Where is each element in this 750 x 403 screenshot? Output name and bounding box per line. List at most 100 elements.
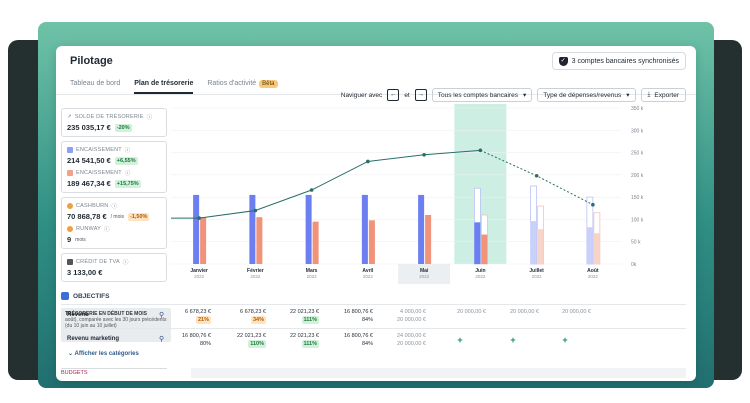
balance-point xyxy=(422,153,426,157)
info-icon: ⓘ xyxy=(124,148,131,154)
x-tick-year: 2022 xyxy=(532,274,543,279)
x-tick-year: 2022 xyxy=(194,274,205,279)
table-cell[interactable]: 16 800,76 € 84% xyxy=(321,308,373,324)
kpi-cash-balance[interactable]: ↗ SOLDE DE TRÉSORERIE ⓘ 235 035,17 € -20% xyxy=(61,108,167,137)
kpi-label: SOLDE DE TRÉSORERIE xyxy=(74,114,144,120)
next-arrow-button[interactable]: → xyxy=(414,89,427,101)
bar-revenue-fill xyxy=(586,227,593,264)
receipt-icon xyxy=(67,170,73,176)
bar-revenue-fill xyxy=(530,221,537,264)
kpi-cashburn-group: CASHBURN ⓘ 70 868,78 € / mois -1,50% RUNWAY… xyxy=(61,197,167,249)
x-tick-year: 2022 xyxy=(475,274,486,279)
cell-percent: 34% xyxy=(250,316,266,324)
sync-badge[interactable]: ✓ 3 comptes bancaires synchronisés xyxy=(551,52,686,70)
kpi-value: 3 133,00 € xyxy=(67,268,103,277)
cash-chart[interactable]: 350 k 300 k 250 k 200 k 150 k 100 k 50 k 0k Janv… xyxy=(171,104,691,284)
show-categories-link[interactable]: ⌄ Afficher les catégories xyxy=(68,350,139,357)
table-cell[interactable]: 22 021,23 €111% xyxy=(267,308,319,324)
cell-value: 4 000,00 € xyxy=(400,309,426,315)
objectives-label: OBJECTIFS xyxy=(73,292,110,300)
nav-hint: Naviguer avec xyxy=(340,91,383,99)
table-cell[interactable]: 20 000,00 € xyxy=(487,308,539,316)
cell-value: 22 021,23 € xyxy=(289,309,319,315)
chevron-down-icon: ▾ xyxy=(626,92,630,99)
page-title: Pilotage xyxy=(70,55,113,67)
table-cell[interactable]: 4 000,00 € 20 000,00 € xyxy=(374,308,426,324)
tooltip: TRÉSORERIE EN DÉBUT DE MOIS août), compa… xyxy=(61,308,171,342)
chevron-down-icon: ⌄ xyxy=(68,351,75,357)
bar-expense xyxy=(425,214,432,264)
runway-icon xyxy=(67,226,73,232)
app-window: Pilotage ✓ 3 comptes bancaires synchroni… xyxy=(56,46,696,381)
kpi-unit: / mois xyxy=(110,213,124,220)
balance-point xyxy=(534,173,539,178)
bar-revenue xyxy=(418,194,425,264)
nav-and: et xyxy=(404,91,410,99)
bar-revenue xyxy=(249,194,256,264)
pin-icon[interactable]: ⚲ xyxy=(159,312,165,319)
bar-expense xyxy=(312,221,319,264)
add-value-button[interactable]: + xyxy=(457,335,463,345)
cell-percent: 111% xyxy=(301,340,319,348)
budgets-row-placeholder xyxy=(191,368,686,378)
y-tick-label: 200 k xyxy=(631,173,644,179)
cell-percent: 111% xyxy=(301,316,319,324)
bar-revenue xyxy=(305,194,312,264)
cell-value: 20 000,00 € xyxy=(456,309,486,315)
table-cell[interactable]: 16 800,76 € 80% xyxy=(159,332,211,348)
y-tick-label: 100 k xyxy=(631,217,644,223)
table-cell[interactable]: 20 000,00 € xyxy=(434,308,486,316)
types-dropdown[interactable]: Type de dépenses/revenus ▾ xyxy=(537,88,636,102)
chevron-down-icon: ▾ xyxy=(522,92,527,99)
kpi-value: 70 868,78 € xyxy=(67,212,107,221)
cell-percent: 20 000,00 € xyxy=(396,341,426,347)
cell-percent: 20 000,00 € xyxy=(396,317,426,323)
info-icon: ⓘ xyxy=(111,204,118,210)
pin-icon[interactable]: ⚲ xyxy=(159,336,165,343)
table-cell[interactable]: 6 678,23 €21% xyxy=(159,308,211,324)
x-tick-label: Janvier xyxy=(190,268,208,274)
kpi-badge: -1,50% xyxy=(127,212,150,221)
header: Pilotage ✓ 3 comptes bancaires synchroni… xyxy=(56,46,696,76)
bar-expense xyxy=(200,217,207,264)
tab-ratios[interactable]: Ratios d'activité Bêta xyxy=(207,80,278,94)
cell-percent: 110% xyxy=(248,340,266,348)
table-row: Revenu marketing ⚲ 16 800,76 €80% 22 021,23… xyxy=(61,328,686,350)
kpi-value: 189 467,34 € xyxy=(67,179,111,188)
row-label: Revenu marketing xyxy=(67,336,120,342)
accounts-dropdown[interactable]: Tous les comptes bancaires ▾ xyxy=(431,88,533,102)
cell-value: 16 800,76 € xyxy=(343,309,373,315)
beta-badge: Bêta xyxy=(259,80,278,88)
export-label: Exporter xyxy=(654,91,679,99)
objectives-header[interactable]: OBJECTIFS xyxy=(61,289,167,303)
x-tick-year: 2022 xyxy=(363,274,374,279)
balance-point xyxy=(478,148,483,153)
balance-point xyxy=(253,208,258,213)
add-value-button[interactable]: + xyxy=(510,335,516,345)
tab-dashboard[interactable]: Tableau de bord xyxy=(70,80,121,87)
balance-point xyxy=(197,216,201,220)
table-cell[interactable]: 6 678,23 €34% xyxy=(214,308,266,324)
export-button[interactable]: ⤓ Exporter xyxy=(640,88,686,102)
kpi-label: ENCAISSEMENT xyxy=(76,170,122,176)
add-value-button[interactable]: + xyxy=(562,335,568,345)
kpi-badge: -20% xyxy=(114,123,132,132)
tooltip-text: août), comparée avec les 30 jours précéd… xyxy=(65,317,167,329)
target-icon xyxy=(61,292,69,300)
table-cell[interactable]: 20 000,00 € xyxy=(539,308,591,316)
kpi-vat-credit[interactable]: CRÉDIT DE TVA ⓘ 3 133,00 € xyxy=(61,253,167,282)
table-cell[interactable]: 22 021,23 €111% xyxy=(267,332,319,348)
prev-arrow-button[interactable]: ← xyxy=(387,89,400,101)
y-tick-label: 300 k xyxy=(631,128,644,134)
balance-point xyxy=(366,159,370,164)
sync-label: 3 comptes bancaires synchronisés xyxy=(571,57,679,65)
table-cell[interactable]: 16 800,76 € 84% xyxy=(321,332,373,348)
y-tick-label: 0k xyxy=(631,262,637,268)
budgets-section[interactable]: BUDGETS xyxy=(61,368,167,378)
cell-percent: 21% xyxy=(195,316,211,324)
x-tick-label: Mars xyxy=(306,268,318,274)
cell-value: 16 800,76 € xyxy=(181,333,211,339)
tab-cash-plan[interactable]: Plan de trésorerie xyxy=(134,80,194,94)
table-cell[interactable]: 22 021,23 €110% xyxy=(214,332,266,348)
table-cell[interactable]: 24 000,00 € 20 000,00 € xyxy=(374,332,426,348)
